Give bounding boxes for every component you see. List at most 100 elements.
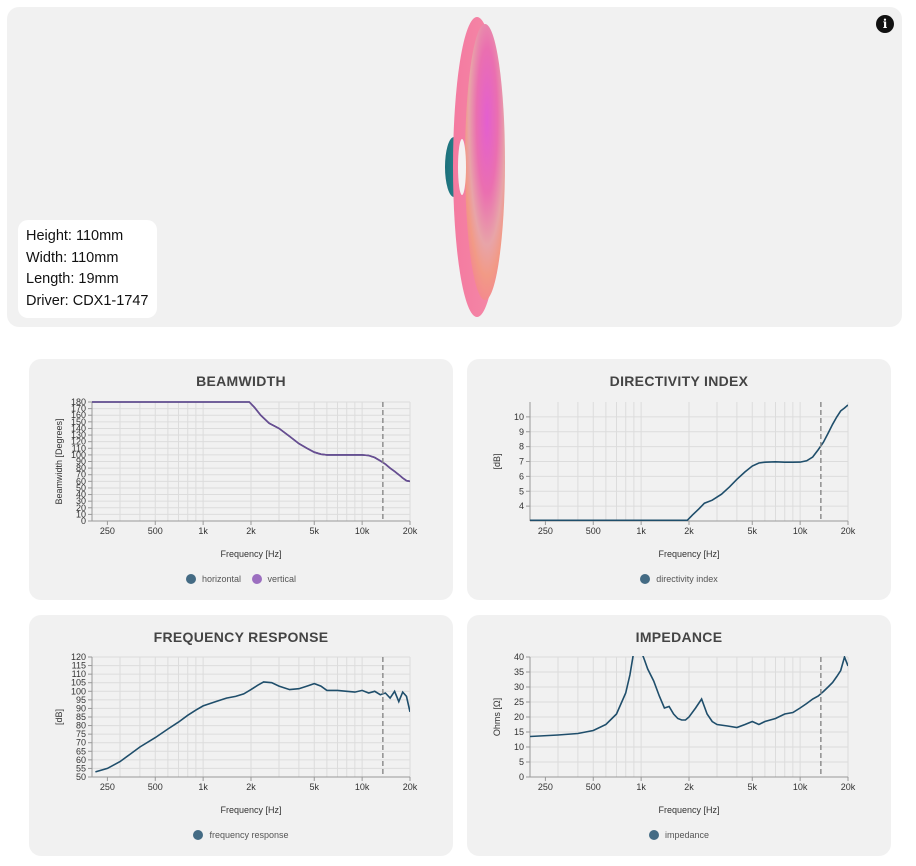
y-tick-label: 105 [71,678,86,688]
speaker-3d-model[interactable] [7,7,902,327]
directivity-chart[interactable]: 4 5 6 7 8 9 10 250 500 1k 2k 5k 10k 20k Frequency [Hz]… [467,359,891,600]
series-line-frequency-response [95,681,410,773]
y-tick-label: 25 [514,697,524,707]
y-tick-label: 150 [71,417,86,427]
y-tick-label: 70 [76,470,86,480]
x-tick-label: 20k [403,782,418,792]
throat [458,139,466,195]
y-tick-label: 100 [71,450,86,460]
y-tick-label: 65 [76,746,86,756]
x-axis-label: Frequency [Hz] [220,805,281,815]
y-tick-label: 170 [71,404,86,414]
legend-item-directivity[interactable]: directivity index [640,574,718,584]
y-tick-label: 0 [81,516,86,526]
y-tick-label: 30 [76,496,86,506]
legend-item-frequency-response[interactable]: frequency response [193,830,289,840]
y-tick-label: 10 [514,412,524,422]
y-tick-label: 140 [71,423,86,433]
legend-dot-icon [640,574,651,584]
y-tick-label: 8 [519,442,524,452]
y-tick-label: 30 [514,682,524,692]
chart-legend: impedance [467,830,891,842]
y-tick-label: 10 [76,509,86,519]
chart-legend: frequency response [29,830,453,842]
chart-title: BEAMWIDTH [196,373,286,389]
y-tick-label: 115 [72,661,86,671]
impedance-chart[interactable]: 0 5 10 15 20 25 30 35 40 250 500 1k 2k 5k 10k 20k Freque… [467,615,891,856]
y-tick-label: 20 [76,503,86,513]
frequency-response-card: FREQUENCY RESPONSE 50 55 60 65 70 75 80 85 90 95 1… [29,615,453,856]
model-viewer[interactable]: i Height: 110mm Width: 110mm Length: 19m… [7,7,902,327]
y-axis-label: [dB] [54,709,64,725]
dimensions-panel: Height: 110mm Width: 110mm Length: 19mm … [18,220,157,318]
legend-label: horizontal [201,574,241,584]
x-tick-label: 10k [355,526,370,536]
y-tick-label: 120 [71,652,86,662]
legend-item-impedance[interactable]: impedance [648,830,710,840]
y-axis-label: Beamwidth [Degrees] [54,418,64,504]
y-tick-label: 9 [519,427,524,437]
waveguide-mouth [465,24,505,300]
dimension-length: Length: 19mm [26,271,119,287]
x-tick-label: 1k [636,782,646,792]
x-tick-label: 2k [246,782,256,792]
x-tick-label: 250 [538,526,553,536]
y-tick-label: 5 [519,486,524,496]
y-tick-label: 5 [519,757,524,767]
chart-legend: horizontal vertical [29,574,453,586]
x-tick-label: 250 [538,782,553,792]
y-tick-label: 100 [71,686,86,696]
x-axis-label: Frequency [Hz] [220,549,281,559]
chart-title: FREQUENCY RESPONSE [153,629,329,645]
y-tick-label: 6 [519,471,524,481]
y-tick-label: 95 [76,695,86,705]
y-tick-label: 110 [72,443,86,453]
y-tick-label: 110 [72,669,86,679]
x-tick-label: 250 [100,526,115,536]
x-tick-label: 20k [403,526,418,536]
x-tick-label: 5k [310,782,320,792]
y-tick-label: 0 [519,772,524,782]
beamwidth-card: BEAMWIDTH 0 10 20 30 40 50 60 70 80 90 100 110 120 13… [29,359,453,600]
chart-title: DIRECTIVITY INDEX [609,373,749,389]
y-tick-label: 120 [71,437,86,447]
y-tick-label: 130 [71,430,86,440]
y-tick-label: 20 [514,712,524,722]
x-tick-label: 500 [586,526,601,536]
x-axis-label: Frequency [Hz] [658,549,719,559]
y-tick-label: 40 [514,652,524,662]
y-tick-label: 75 [76,729,86,739]
y-tick-label: 160 [71,410,86,420]
y-tick-label: 10 [514,742,524,752]
legend-label: impedance [664,830,710,840]
chart-title: IMPEDANCE [635,629,723,645]
y-tick-label: 50 [76,483,86,493]
y-tick-label: 60 [76,755,86,765]
y-tick-label: 35 [514,667,524,677]
x-axis-label: Frequency [Hz] [658,805,719,815]
dimension-height: Height: 110mm [26,228,124,244]
x-tick-label: 5k [748,782,758,792]
y-tick-label: 50 [76,772,86,782]
y-tick-label: 7 [519,457,524,467]
legend-item-vertical[interactable]: vertical [251,574,296,584]
y-tick-label: 90 [76,703,86,713]
legend-dot-icon [193,830,204,840]
legend-label: directivity index [656,574,718,584]
x-tick-label: 2k [684,782,694,792]
impedance-card: IMPEDANCE 0 5 10 15 20 25 30 35 40 250 500 1k 2k 5k 10… [467,615,891,856]
series-line-directivity-index [530,404,848,521]
legend-item-horizontal[interactable]: horizontal [185,574,241,584]
y-tick-label: 55 [76,763,86,773]
x-tick-label: 5k [310,526,320,536]
x-tick-label: 500 [148,782,163,792]
y-tick-label: 70 [76,738,86,748]
y-tick-label: 60 [76,476,86,486]
y-tick-label: 80 [76,721,86,731]
directivity-card: DIRECTIVITY INDEX 4 5 6 7 8 9 10 250 500 1k 2k 5k 10… [467,359,891,600]
info-icon[interactable]: i [876,15,894,33]
legend-dot-icon [185,574,196,584]
beamwidth-chart[interactable]: 0102030405060708090100110120130140150160… [29,359,453,600]
y-tick-label: 40 [76,490,86,500]
